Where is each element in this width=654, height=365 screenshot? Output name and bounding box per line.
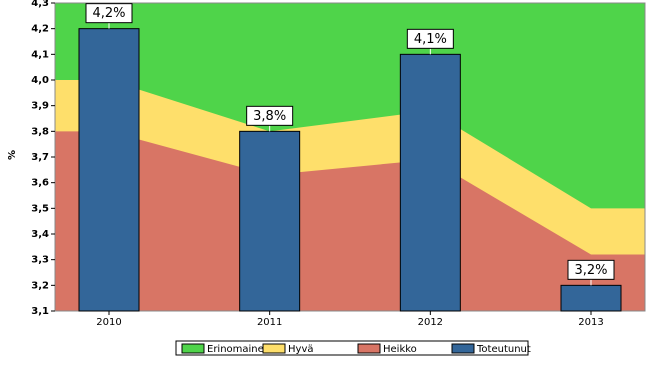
x-tick-label: 2011 — [257, 317, 282, 328]
bar — [560, 284, 622, 312]
y-tick-label: 3,6 — [31, 178, 49, 189]
value-label: 3,8% — [253, 109, 286, 124]
legend-label: Toteutunut — [476, 344, 531, 355]
legend: Erinomainen Hyvä Heikko Toteutunut — [175, 340, 531, 356]
y-tick-label: 3,9 — [31, 101, 49, 112]
value-label-box — [246, 105, 294, 126]
value-label: 4,2% — [92, 6, 125, 21]
legend-swatch — [357, 343, 381, 354]
y-tick-label: 4,2 — [31, 24, 49, 35]
y-tick-label: 4,0 — [31, 75, 49, 86]
zone-area — [55, 131, 645, 311]
x-tick-label: 2010 — [96, 317, 121, 328]
bar — [399, 53, 461, 312]
legend-label: Hyvä — [288, 344, 313, 355]
value-label: 4,1% — [414, 32, 447, 47]
bar — [239, 130, 301, 312]
y-tick-label: 3,1 — [31, 306, 49, 317]
y-tick-label: 3,7 — [31, 152, 49, 163]
legend-swatch — [181, 343, 205, 354]
legend-swatch — [451, 343, 475, 354]
y-tick-label: 3,8 — [31, 126, 49, 137]
bar — [78, 28, 140, 312]
y-tick-label: 3,5 — [31, 203, 49, 214]
value-label-box — [567, 259, 615, 280]
value-label-box — [406, 28, 454, 49]
y-tick-label: 3,4 — [31, 229, 49, 240]
legend-swatch — [262, 343, 286, 354]
legend-label: Erinomainen — [207, 344, 270, 355]
x-tick-label: 2013 — [578, 317, 603, 328]
y-tick-label: 3,3 — [31, 255, 49, 266]
value-label: 3,2% — [574, 263, 607, 278]
y-tick-label: 4,3 — [31, 0, 49, 9]
y-tick-label: 4,1 — [31, 49, 49, 60]
y-axis-label: % — [7, 150, 18, 160]
x-tick-label: 2012 — [418, 317, 443, 328]
y-tick-label: 3,2 — [31, 280, 49, 291]
legend-label: Heikko — [383, 344, 417, 355]
value-label-box — [85, 3, 133, 24]
